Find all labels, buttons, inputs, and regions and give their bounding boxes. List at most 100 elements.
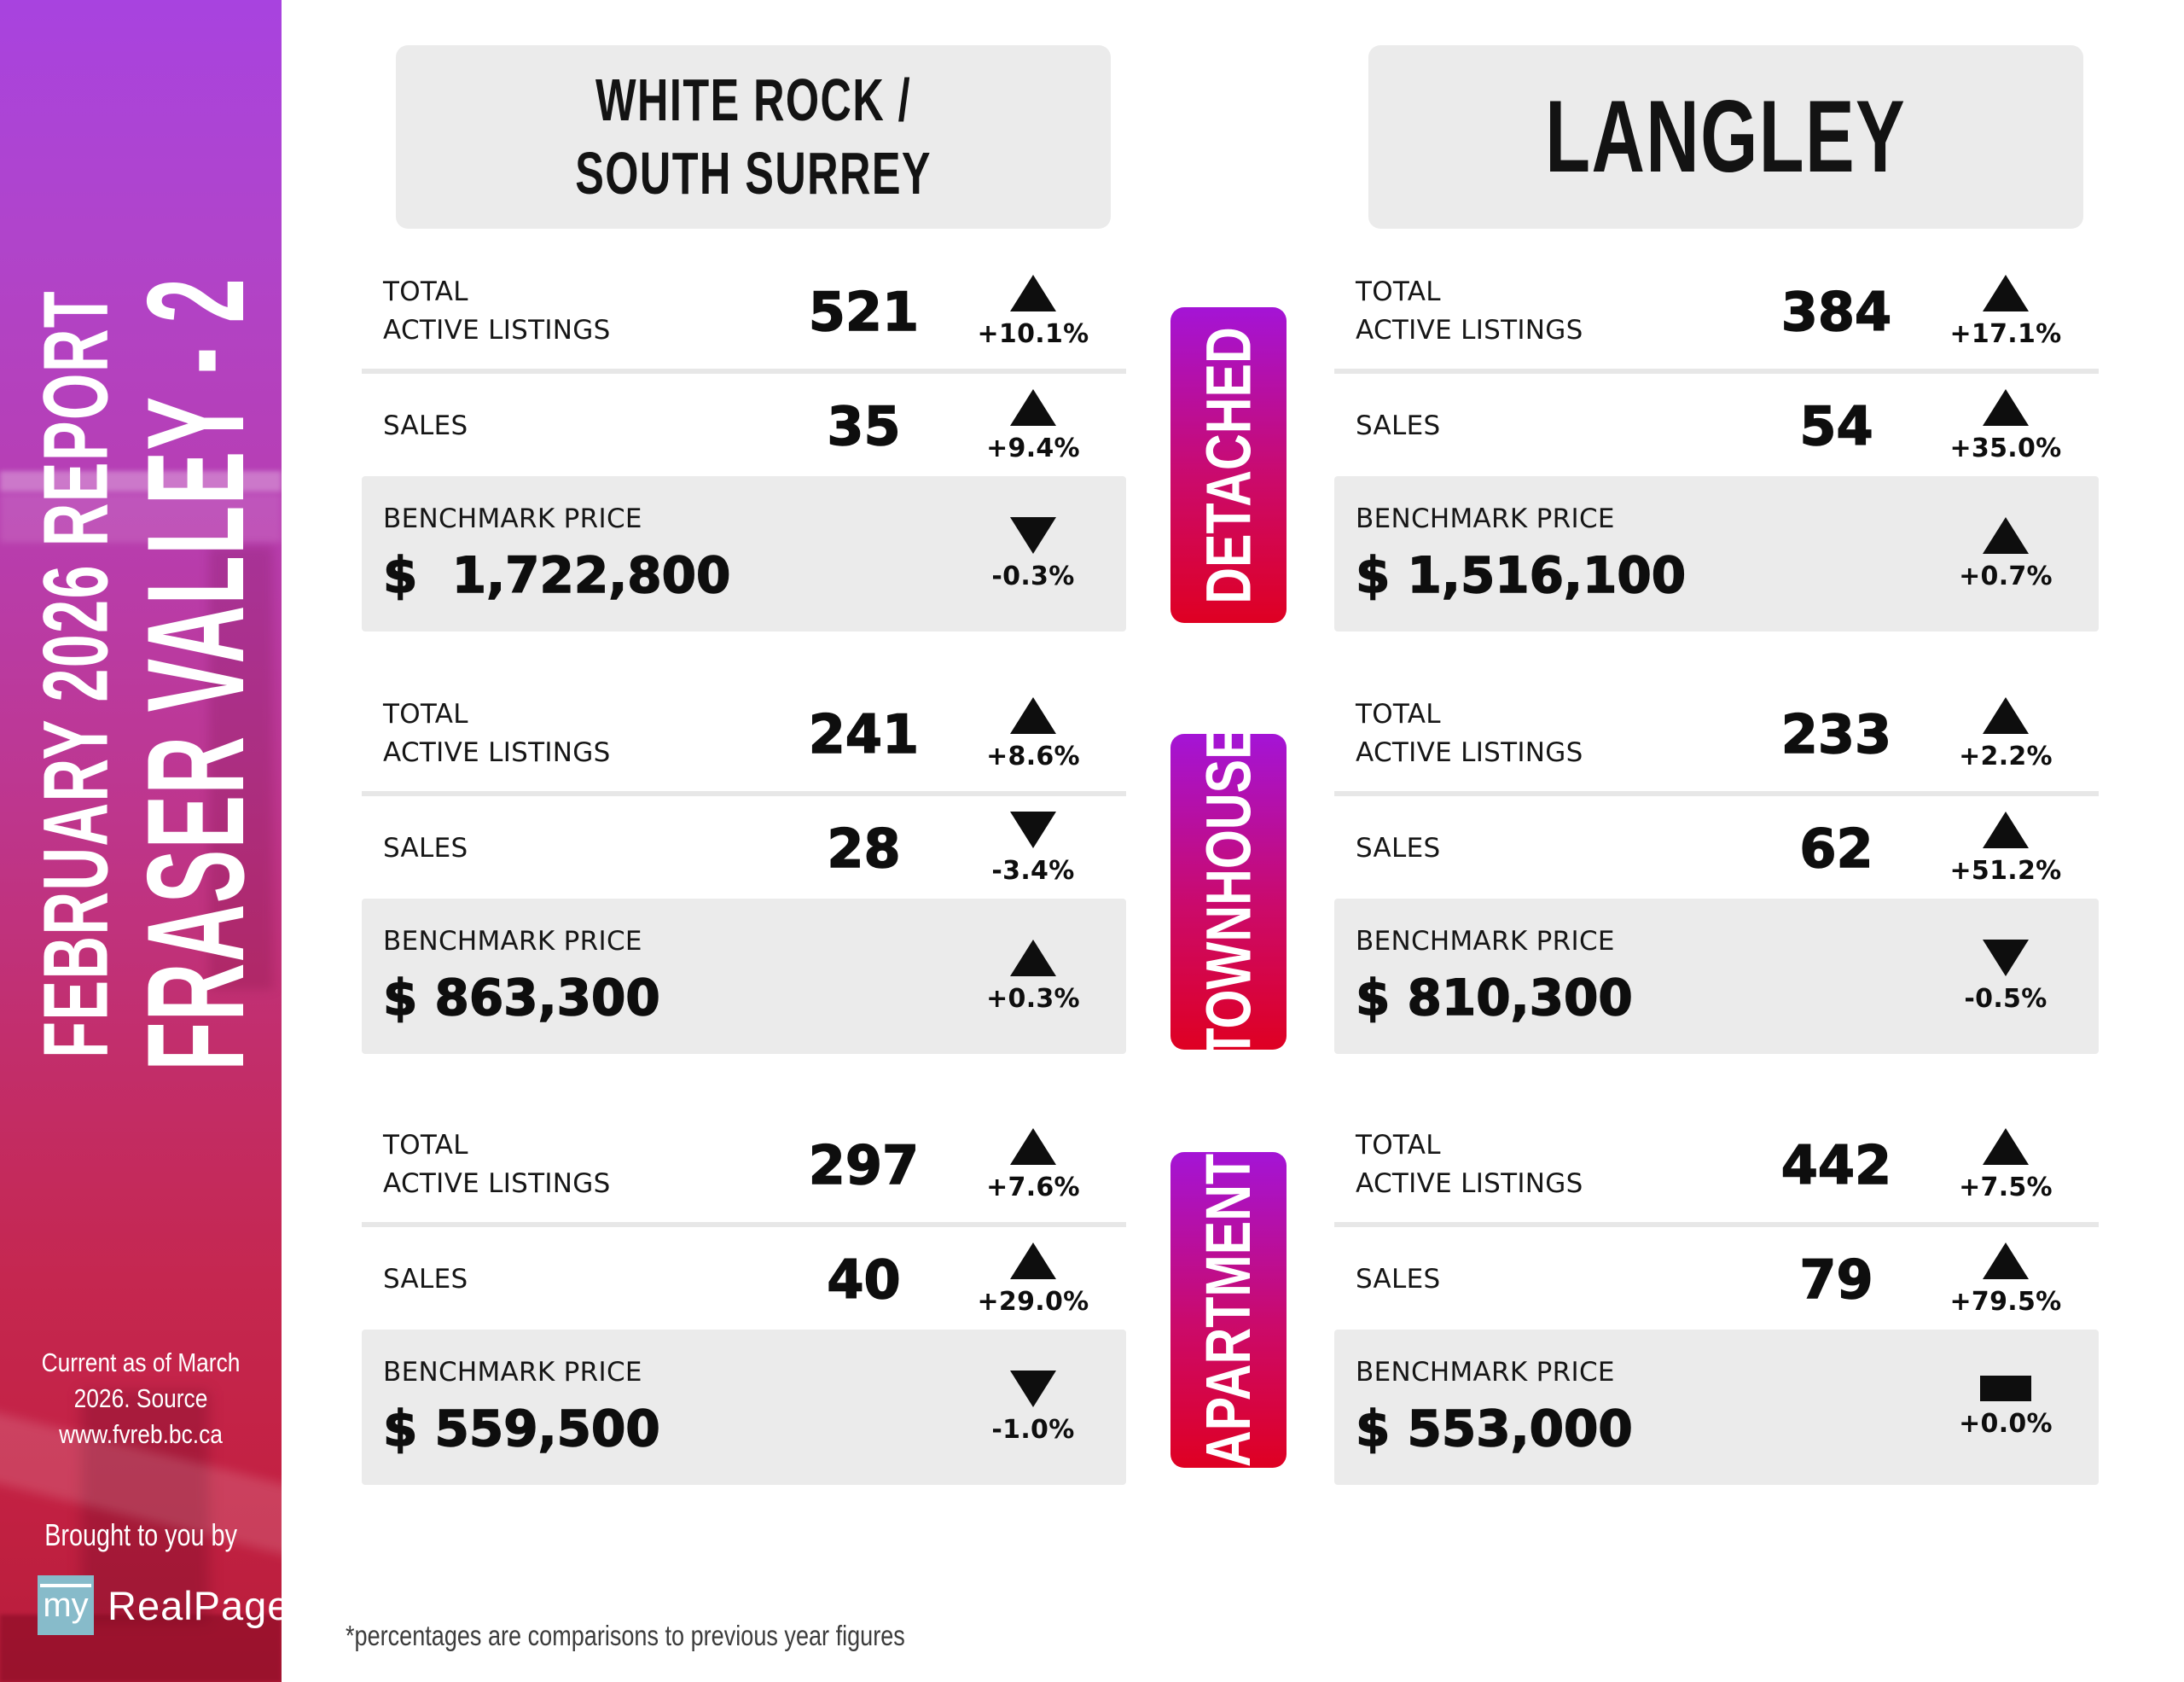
sales-value: 79: [1799, 1248, 1874, 1312]
benchmark-price-value: $ 553,000: [1355, 1399, 1633, 1458]
label-active-listings: ACTIVE LISTINGS: [383, 737, 611, 768]
section-detached: TOTAL ACTIVE LISTINGS 521 +10.1% SALES 3…: [362, 256, 1126, 631]
column-langley: LANGLEY TOTAL ACTIVE LISTINGS 384 +17.1%…: [1334, 0, 2099, 1682]
trend-arrow-icon: [1983, 516, 2029, 554]
trend-arrow-icon: [1983, 811, 2029, 848]
photo-overlay-window-column: [209, 546, 273, 990]
source-note-line1: Current as of March 2026. Source: [41, 1347, 241, 1413]
column-title-line1: WHITE ROCK /: [595, 67, 912, 134]
trend-percent: +0.3%: [986, 983, 1080, 1014]
trend-arrow-icon: [1010, 388, 1056, 426]
trend-percent: +9.4%: [986, 433, 1080, 463]
label-sales: SALES: [1356, 1263, 1441, 1295]
sales-value: 28: [827, 817, 902, 881]
listings-trend: +2.2%: [1925, 696, 2087, 771]
label-sales: SALES: [1356, 832, 1441, 864]
stat-row-sales: SALES 62 +51.2%: [1334, 798, 2099, 899]
trend-percent: -0.3%: [991, 561, 1075, 591]
label-benchmark-price: BENCHMARK PRICE: [1356, 1357, 1615, 1388]
trend-arrow-icon: [1983, 274, 2029, 311]
myrealpage-logo: my RealPage: [38, 1575, 282, 1635]
stat-label-sales: SALES: [383, 407, 775, 445]
column-header-white-rock: WHITE ROCK / SOUTH SURREY: [396, 45, 1111, 229]
stat-row-listings: TOTAL ACTIVE LISTINGS 442 +7.5%: [1334, 1109, 2099, 1220]
trend-percent: +51.2%: [1949, 855, 2062, 886]
trend-arrow-icon: [1983, 939, 2029, 976]
stat-label-sales: SALES: [1356, 1260, 1748, 1299]
benchmark-trend: +0.3%: [952, 939, 1114, 1014]
stat-row-listings: TOTAL ACTIVE LISTINGS 233 +2.2%: [1334, 678, 2099, 789]
stat-row-sales: SALES 35 +9.4%: [362, 375, 1126, 476]
pill-detached-label: DETACHED: [1193, 326, 1264, 604]
stat-label-sales: SALES: [1356, 829, 1748, 868]
label-total: TOTAL: [383, 699, 468, 730]
benchmark-info: BENCHMARK PRICE $ 810,300: [1355, 926, 1925, 1027]
label-active-listings: ACTIVE LISTINGS: [1356, 315, 1583, 346]
benchmark-row: BENCHMARK PRICE $ 559,500 -1.0%: [362, 1330, 1126, 1485]
benchmark-info: BENCHMARK PRICE $ 1,516,100: [1355, 503, 1925, 605]
label-active-listings: ACTIVE LISTINGS: [1356, 1168, 1583, 1199]
stat-row-sales: SALES 40 +29.0%: [362, 1229, 1126, 1330]
trend-arrow-icon: [1010, 1127, 1056, 1165]
listings-value: 521: [808, 280, 920, 344]
stat-row-sales: SALES 79 +79.5%: [1334, 1229, 2099, 1330]
trend-percent: +35.0%: [1949, 433, 2062, 463]
photo-overlay-door: [81, 1391, 209, 1621]
logo-square: my: [38, 1575, 94, 1635]
stat-row-listings: TOTAL ACTIVE LISTINGS 384 +17.1%: [1334, 256, 2099, 367]
brought-by-label: Brought to you by: [0, 1517, 282, 1553]
benchmark-info: BENCHMARK PRICE $ 863,300: [382, 926, 952, 1027]
benchmark-row: BENCHMARK PRICE $ 863,300 +0.3%: [362, 899, 1126, 1054]
label-benchmark-price: BENCHMARK PRICE: [1356, 926, 1615, 957]
benchmark-row: BENCHMARK PRICE $ 1,722,800 -0.3%: [362, 476, 1126, 631]
pill-townhouse-label: TOWNHOUSE: [1193, 725, 1264, 1059]
footnote-text: *percentages are comparisons to previous…: [346, 1620, 905, 1651]
section-townhouse: TOTAL ACTIVE LISTINGS 233 +2.2% SALES 62…: [1334, 678, 2099, 1054]
row-divider: [1334, 791, 2099, 796]
trend-arrow-icon: [1010, 516, 1056, 554]
sales-trend: +35.0%: [1925, 388, 2087, 463]
report-period-title: FEBRUARY 2026 REPORT: [23, 290, 127, 1058]
stat-label-sales: SALES: [383, 1260, 775, 1299]
sales-trend: +51.2%: [1925, 811, 2087, 886]
section-townhouse: TOTAL ACTIVE LISTINGS 241 +8.6% SALES 28…: [362, 678, 1126, 1054]
trend-percent: -0.5%: [1964, 983, 2048, 1014]
row-divider: [1334, 369, 2099, 374]
trend-percent: +10.1%: [977, 318, 1089, 349]
stat-label-sales: SALES: [383, 829, 775, 868]
label-total: TOTAL: [1356, 1130, 1441, 1161]
benchmark-price-value: $ 559,500: [382, 1399, 660, 1458]
column-title: WHITE ROCK / SOUTH SURREY: [575, 64, 932, 210]
trend-percent: -1.0%: [991, 1414, 1075, 1445]
trend-percent: +7.6%: [986, 1172, 1080, 1202]
pill-apartment-label: APARTMENT: [1193, 1153, 1264, 1467]
section-apartment: TOTAL ACTIVE LISTINGS 297 +7.6% SALES 40…: [362, 1109, 1126, 1485]
label-total: TOTAL: [383, 276, 468, 308]
listings-trend: +8.6%: [952, 696, 1114, 771]
photo-overlay-railing-glow: [0, 493, 282, 543]
column-title-line1: LANGLEY: [1545, 79, 1907, 195]
sidebar: FEBRUARY 2026 REPORT FRASER VALLEY - 2 C…: [0, 0, 282, 1682]
benchmark-row: BENCHMARK PRICE $ 553,000 +0.0%: [1334, 1330, 2099, 1485]
label-active-listings: ACTIVE LISTINGS: [383, 1168, 611, 1199]
section-detached: TOTAL ACTIVE LISTINGS 384 +17.1% SALES 5…: [1334, 256, 2099, 631]
row-divider: [362, 791, 1126, 796]
pill-detached: DETACHED: [1170, 307, 1287, 623]
pill-townhouse: TOWNHOUSE: [1170, 725, 1287, 1058]
label-total: TOTAL: [1356, 276, 1441, 308]
report-region-title: FRASER VALLEY - 2: [119, 277, 273, 1071]
sales-trend: +79.5%: [1925, 1242, 2087, 1317]
listings-value: 384: [1780, 280, 1892, 344]
row-divider: [362, 369, 1126, 374]
trend-percent: +2.2%: [1959, 741, 2053, 771]
sales-trend: -3.4%: [952, 811, 1114, 886]
benchmark-price-value: $ 810,300: [1355, 968, 1633, 1027]
stat-row-sales: SALES 54 +35.0%: [1334, 375, 2099, 476]
benchmark-price-value: $ 1,516,100: [1355, 545, 1687, 605]
column-title-line2: SOUTH SURREY: [575, 139, 932, 207]
label-benchmark-price: BENCHMARK PRICE: [1356, 503, 1615, 534]
trend-percent: +79.5%: [1949, 1286, 2062, 1317]
listings-trend: +7.5%: [1925, 1127, 2087, 1202]
label-active-listings: ACTIVE LISTINGS: [1356, 737, 1583, 768]
